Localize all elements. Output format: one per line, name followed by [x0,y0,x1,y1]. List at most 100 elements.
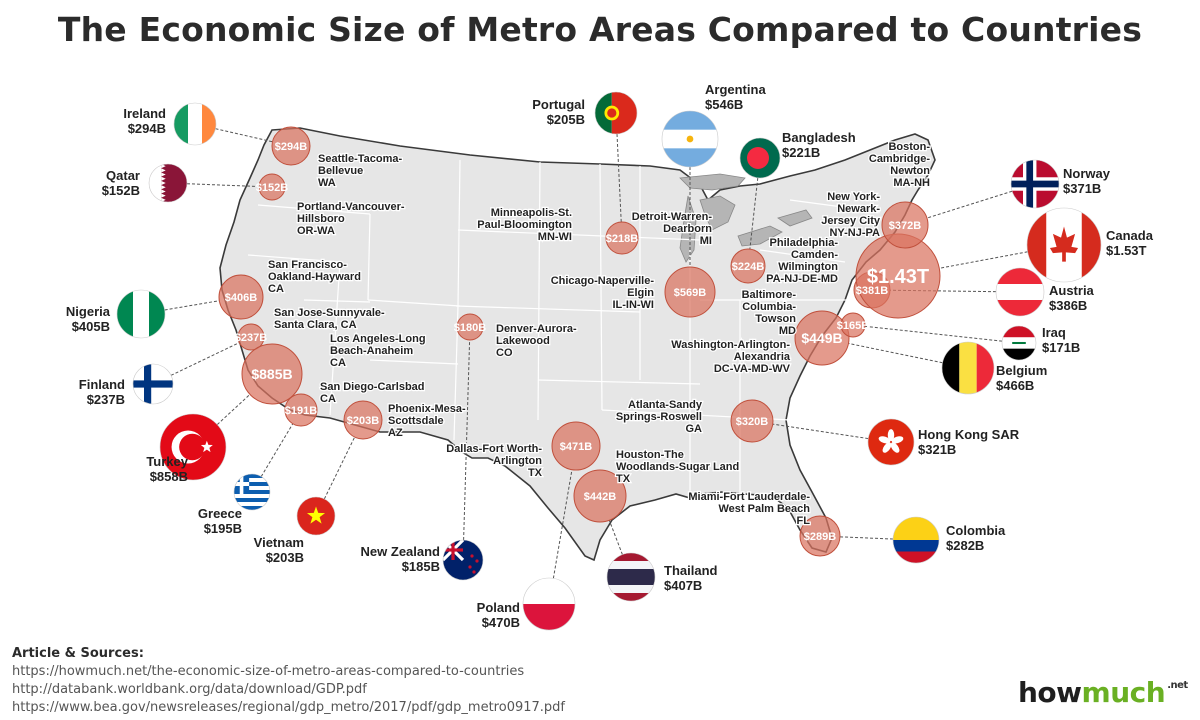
austria-flag-icon [995,267,1045,317]
country-label: Colombia $282B [946,523,1006,553]
state-border [453,159,603,441]
metro-value: $180B [454,322,486,334]
leader-line [186,183,260,187]
metro-value: $449B [801,330,842,346]
metro-value: $372B [889,220,921,232]
metro-name: San Francisco-Oakland-Hayward CA [268,259,361,295]
vietnam-flag-icon [296,496,336,536]
metro-value: $289B [804,531,836,543]
metro-value: $406B [225,292,257,304]
leader-line [323,436,356,500]
great-lake [679,195,697,263]
leader-line [552,469,573,579]
metro-value: $885B [251,366,292,382]
ireland-flag-icon [173,102,217,146]
metro-name: San Diego-Carlsbad CA [320,381,425,405]
metro-name: Baltimore-Columbia-Towson MD [742,289,797,337]
metro-name: Boston-Cambridge-Newton MA-NH [869,141,930,189]
country-label: Nigeria $405B [66,304,111,334]
leader-line [926,190,1013,219]
metro-bubble [284,393,318,427]
leader-line [889,289,997,293]
leader-line [164,300,220,311]
metro-name: New York-Newark-Jersey City NY-NJ-PA [821,191,881,239]
metro-bubble [241,343,303,405]
country-label: Greece $195B [198,506,242,536]
country-label: Bangladesh $221B [782,130,856,160]
metro-name: Seattle-Tacoma-Bellevue WA [318,153,402,189]
metro-value: $191B [285,405,317,417]
country-label: Ireland $294B [123,106,166,136]
metro-name: Houston-The Woodlands-Sugar Land TX [616,449,739,485]
leader-line [848,342,943,364]
leader-line [170,342,240,376]
bangladesh-flag-icon [739,137,781,179]
metro-bubble [664,266,716,318]
metro-name: Miami-Fort Lauderdale-West Palm Beach FL [688,491,810,527]
metro-value: $152B [256,182,288,194]
country-label: Qatar $152B [102,168,140,198]
leader-line [749,177,759,250]
metro-name: Dallas-Fort Worth-Arlington TX [446,443,542,479]
hong-kong-flag-icon [867,418,915,466]
belgium-flag-icon [941,341,995,395]
norway-flag-icon [1010,159,1060,209]
metro-bubble [794,310,850,366]
great-lake [777,209,813,227]
metro-value: $218B [606,233,638,245]
source-link[interactable]: http://databank.worldbank.org/data/downl… [12,682,367,697]
leader-line [216,393,251,425]
poland-flag-icon [522,577,576,631]
metro-bubble [730,248,766,284]
sources-heading: Article & Sources: [12,646,144,661]
new-zealand-flag-icon [442,539,484,581]
country-label: Poland $470B [477,600,520,630]
greece-flag-icon [233,473,271,511]
metro-bubble [343,400,383,440]
metro-value: $237B [235,332,267,344]
leader-line [839,536,894,540]
metro-name: Phoenix-Mesa-Scottsdale AZ [388,403,466,439]
state-border [303,199,881,365]
metro-bubble [799,515,841,557]
metro-value: $471B [560,441,592,453]
country-label: Iraq $171B [1042,325,1080,355]
metro-value: $442B [584,491,616,503]
great-lake [699,195,736,231]
country-label: Argentina $546B [705,82,766,112]
howmuch-logo: howmuch .net [1018,676,1188,709]
metro-bubble [840,312,866,338]
metro-bubble [218,274,264,320]
qatar-flag-icon [148,163,188,203]
country-label: Belgium $466B [996,363,1047,393]
metro-bubble [237,323,265,351]
country-label: Norway $371B [1063,166,1111,196]
thailand-flag-icon [606,552,656,602]
metro-name: Washington-Arlington-Alexandria DC-VA-MD-… [671,339,791,375]
metro-bubble [271,126,311,166]
leader-line [260,423,294,477]
metro-name: Detroit-Warren-Dearborn MI [632,211,713,247]
great-lake [737,225,783,247]
state-border [639,166,860,494]
metro-value: $294B [275,141,307,153]
country-label: Turkey $858B [146,454,188,484]
source-link[interactable]: https://howmuch.net/the-economic-size-of… [12,664,525,679]
metro-value: $165B [837,320,869,332]
country-label: New Zealand $185B [361,544,441,574]
metro-name: Chicago-Naperville-Elgin IL-IN-WI [551,275,655,311]
source-link[interactable]: https://www.bea.gov/newsreleases/regiona… [12,700,565,715]
metro-name: Philadelphia-Camden-Wilmington PA-NJ-DE-M… [766,237,838,285]
metro-name: Portland-Vancouver-Hillsboro OR-WA [297,201,405,237]
metro-name: Atlanta-Sandy Springs-Roswell GA [616,399,703,435]
country-label: Austria $386B [1049,283,1095,313]
metro-value: $1.43T [867,266,929,288]
leader-line [608,520,623,555]
country-label: Canada $1.53T [1106,228,1154,258]
turkey-flag-icon [159,413,227,481]
finland-flag-icon [132,363,174,405]
metro-bubble [258,173,286,201]
iraq-flag-icon [1001,325,1037,361]
country-label: Portugal $205B [532,97,585,127]
leader-line [864,325,1003,342]
